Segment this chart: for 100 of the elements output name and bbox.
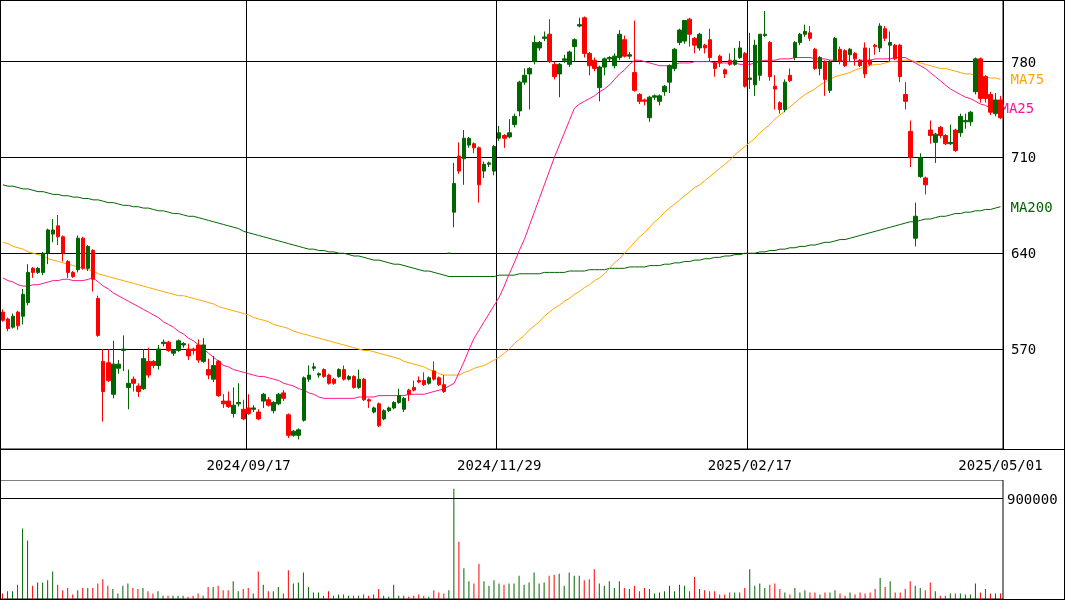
candlestick bbox=[723, 67, 727, 79]
line-series bbox=[2, 184, 1001, 278]
candlestick bbox=[216, 359, 221, 398]
x-tick-label: 2024/09/17 bbox=[206, 457, 291, 473]
candlestick bbox=[96, 295, 100, 338]
y-tick-label: 570 bbox=[1011, 341, 1037, 358]
candlestick bbox=[131, 375, 136, 393]
y-tick-label: 710 bbox=[1011, 149, 1037, 166]
candlestick bbox=[948, 124, 953, 146]
candlestick bbox=[993, 92, 998, 117]
candlestick bbox=[773, 74, 777, 111]
candlestick bbox=[692, 36, 697, 54]
candlestick bbox=[156, 344, 161, 371]
candlestick bbox=[527, 66, 532, 111]
candlestick bbox=[357, 369, 361, 390]
candlestick bbox=[91, 248, 95, 293]
candlestick bbox=[622, 35, 627, 58]
candlestick bbox=[251, 404, 256, 413]
text: 900000 bbox=[1007, 490, 1058, 507]
candlestick bbox=[697, 32, 702, 52]
candlestick bbox=[161, 338, 166, 347]
candlestick bbox=[281, 389, 286, 402]
candlestick bbox=[236, 382, 241, 408]
candlestick bbox=[928, 119, 933, 145]
candlestick bbox=[166, 340, 171, 353]
candlestick bbox=[547, 18, 552, 64]
candlestick bbox=[687, 17, 692, 48]
candlestick bbox=[81, 236, 85, 271]
candlestick bbox=[853, 51, 857, 67]
candlestick bbox=[788, 67, 792, 83]
candlestick bbox=[743, 51, 747, 89]
candlestick bbox=[317, 371, 321, 379]
candlestick bbox=[201, 337, 206, 364]
candlestick bbox=[141, 348, 146, 391]
candlestick bbox=[507, 118, 512, 139]
candlestick bbox=[211, 355, 216, 383]
candlestick bbox=[512, 113, 517, 128]
candlestick bbox=[266, 396, 271, 408]
candlestick bbox=[542, 30, 547, 42]
candlestick bbox=[728, 52, 732, 67]
candlestick bbox=[778, 100, 782, 115]
series-label: MA200 bbox=[1010, 198, 1053, 215]
candlestick bbox=[913, 202, 918, 247]
candlestick bbox=[908, 119, 913, 168]
candlestick bbox=[783, 78, 787, 113]
x-tick-label: 2024/11/29 bbox=[457, 457, 542, 473]
candlestick bbox=[452, 162, 456, 228]
candlestick bbox=[121, 334, 126, 372]
candlestick bbox=[31, 266, 35, 279]
candlestick bbox=[577, 17, 582, 28]
candlestick bbox=[231, 386, 236, 419]
candlestick bbox=[973, 56, 978, 95]
candlestick bbox=[286, 412, 291, 439]
candlestick bbox=[808, 25, 812, 42]
candlestick bbox=[372, 406, 376, 414]
candlestick bbox=[627, 51, 632, 60]
candlestick bbox=[261, 392, 266, 409]
candlestick bbox=[572, 37, 577, 63]
candlestick bbox=[337, 367, 341, 379]
candlestick bbox=[662, 84, 667, 97]
candlestick bbox=[502, 133, 507, 149]
candlestick bbox=[878, 22, 882, 53]
y-tick-label: 780 bbox=[1011, 53, 1037, 70]
candlestick bbox=[497, 125, 501, 142]
candlestick bbox=[818, 55, 822, 76]
candlestick bbox=[256, 408, 261, 421]
candlestick bbox=[828, 59, 832, 94]
x-tick-label: 2025/02/17 bbox=[707, 457, 793, 473]
candlestick bbox=[427, 375, 431, 386]
candlestick bbox=[933, 132, 938, 164]
candlestick bbox=[552, 61, 557, 80]
candlestick bbox=[347, 374, 351, 382]
candlestick bbox=[903, 81, 908, 111]
candlestick bbox=[883, 25, 887, 42]
candlestick bbox=[457, 141, 461, 175]
candlestick bbox=[377, 401, 381, 428]
candlestick bbox=[206, 358, 211, 380]
candlestick bbox=[813, 47, 817, 71]
candlestick bbox=[126, 369, 131, 410]
candlestick bbox=[833, 36, 837, 63]
y-tick-label: 640 bbox=[1011, 245, 1037, 262]
candlestick bbox=[86, 244, 90, 272]
candlestick bbox=[923, 176, 928, 195]
candlestick bbox=[136, 382, 141, 398]
candlestick bbox=[888, 30, 892, 63]
candlestick bbox=[733, 47, 737, 67]
candlestick bbox=[768, 40, 772, 82]
candlestick bbox=[76, 234, 80, 273]
candlestick bbox=[11, 312, 15, 330]
x-tick-label: 2025/05/01 bbox=[958, 457, 1043, 473]
candlestick bbox=[823, 59, 827, 97]
candlestick bbox=[352, 374, 356, 390]
candlestick bbox=[873, 43, 877, 56]
candlestick bbox=[312, 362, 316, 372]
candlestick bbox=[342, 365, 346, 382]
candlestick bbox=[557, 62, 562, 98]
candlestick bbox=[16, 310, 20, 331]
candlestick bbox=[953, 128, 958, 153]
candlestick bbox=[918, 152, 923, 179]
candlestick bbox=[738, 40, 742, 60]
